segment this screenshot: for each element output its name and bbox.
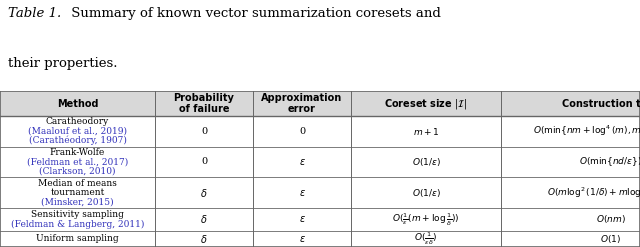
Text: $O(\frac{1}{\varepsilon}(m + \log\frac{1}{\delta}))$: $O(\frac{1}{\varepsilon}(m + \log\frac{1… xyxy=(392,211,460,228)
Text: $O(\frac{1}{\varepsilon\delta})$: $O(\frac{1}{\varepsilon\delta})$ xyxy=(414,231,438,247)
Text: $O(1/\varepsilon)$: $O(1/\varepsilon)$ xyxy=(412,187,440,199)
Text: Sensitivity sampling: Sensitivity sampling xyxy=(31,210,124,219)
Text: (Feldman et al., 2017): (Feldman et al., 2017) xyxy=(27,157,128,166)
Text: Frank-Wolfe: Frank-Wolfe xyxy=(50,148,105,157)
Text: 0: 0 xyxy=(299,127,305,136)
Text: 0: 0 xyxy=(201,127,207,136)
Text: (Minsker, 2015): (Minsker, 2015) xyxy=(41,198,114,206)
Text: $\varepsilon$: $\varepsilon$ xyxy=(298,157,305,167)
Text: Coreset size $|\mathcal{I}|$: Coreset size $|\mathcal{I}|$ xyxy=(384,97,468,111)
Text: $O(nm)$: $O(nm)$ xyxy=(596,213,626,226)
Text: $O(m\log^2(1/\delta) + m\log(1/\delta)/\varepsilon)$: $O(m\log^2(1/\delta) + m\log(1/\delta)/\… xyxy=(547,185,640,200)
Text: $\varepsilon$: $\varepsilon$ xyxy=(298,214,305,225)
Text: 0: 0 xyxy=(201,157,207,166)
Text: $\delta$: $\delta$ xyxy=(200,187,208,199)
Text: $\delta$: $\delta$ xyxy=(200,233,208,245)
Text: $\varepsilon$: $\varepsilon$ xyxy=(298,234,305,244)
Text: Caratheodory: Caratheodory xyxy=(46,117,109,126)
Text: Uniform sampling: Uniform sampling xyxy=(36,234,119,243)
Text: $O(\min\{nd/\varepsilon\})$: $O(\min\{nd/\varepsilon\})$ xyxy=(579,156,640,168)
Text: Median of means: Median of means xyxy=(38,179,117,188)
Text: $O(1)$: $O(1)$ xyxy=(600,233,621,245)
Text: (Clarkson, 2010): (Clarkson, 2010) xyxy=(39,167,116,176)
Text: their properties.: their properties. xyxy=(8,57,117,70)
Text: Method: Method xyxy=(57,99,99,108)
Text: Approximation
error: Approximation error xyxy=(261,93,342,114)
Text: (Carathéodory, 1907): (Carathéodory, 1907) xyxy=(29,136,127,145)
Text: Construction time: Construction time xyxy=(562,99,640,108)
Text: Table 1.: Table 1. xyxy=(8,7,61,20)
Text: $\delta$: $\delta$ xyxy=(200,213,208,226)
Text: $O(1/\varepsilon)$: $O(1/\varepsilon)$ xyxy=(412,156,440,168)
Text: $O(\min\{nm + \log^4(m), m^2n^2, nm^3\})$: $O(\min\{nm + \log^4(m), m^2n^2, nm^3\})… xyxy=(532,124,640,138)
Text: (Feldman & Langberg, 2011): (Feldman & Langberg, 2011) xyxy=(11,220,144,229)
Bar xyxy=(0,91,640,116)
Text: $\varepsilon$: $\varepsilon$ xyxy=(298,188,305,198)
Text: tournament: tournament xyxy=(51,188,105,197)
Text: $m+1$: $m+1$ xyxy=(413,126,440,137)
Text: (Maalouf et al., 2019): (Maalouf et al., 2019) xyxy=(28,127,127,136)
Text: Summary of known vector summarization coresets and: Summary of known vector summarization co… xyxy=(67,7,440,20)
Text: Probability
of failure: Probability of failure xyxy=(173,93,234,114)
